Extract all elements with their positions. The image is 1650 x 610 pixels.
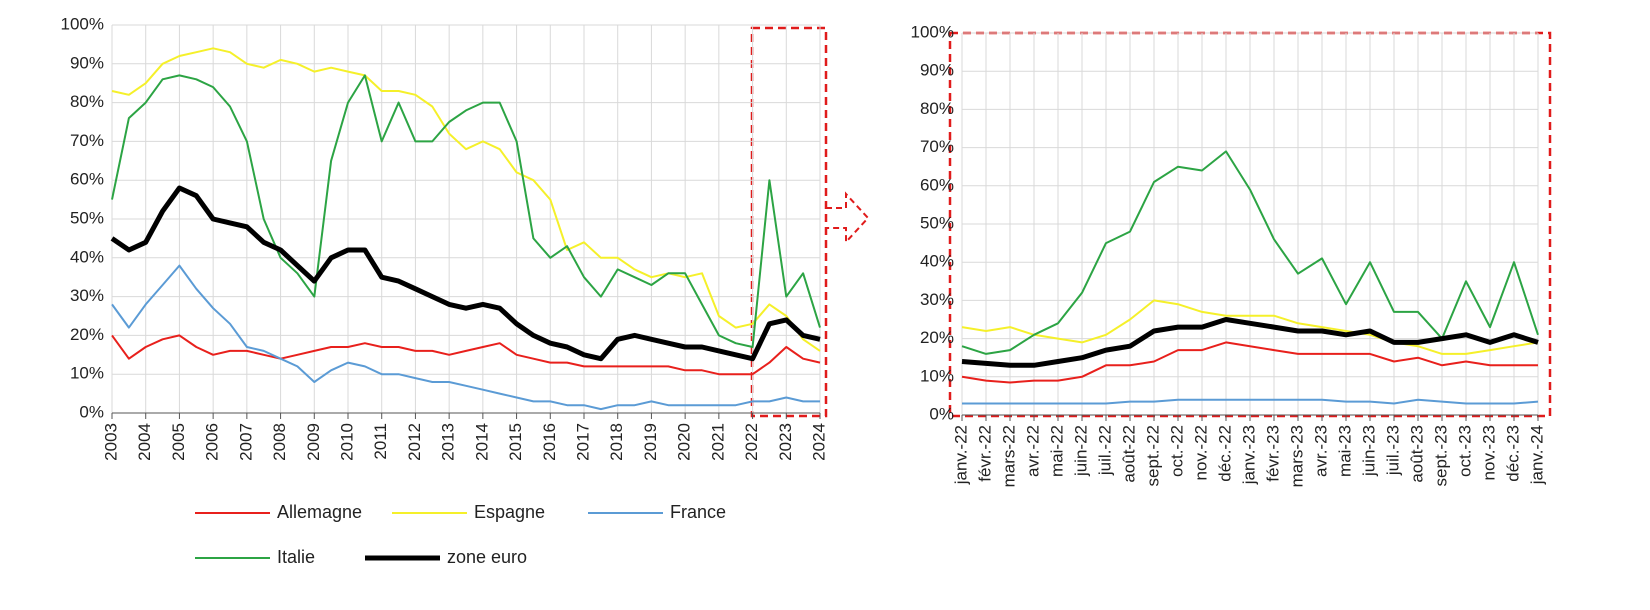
x-tick-label: 2024 (809, 423, 828, 461)
x-tick-label: nov.-22 (1191, 425, 1210, 480)
x-tick-label: nov.-23 (1479, 425, 1498, 480)
x-tick-label: oct.-22 (1167, 425, 1186, 477)
x-tick-label: mars-23 (1287, 425, 1306, 487)
x-tick-label: 2022 (742, 423, 761, 461)
series-line (961, 317, 1539, 368)
y-tick-label: 20% (920, 328, 954, 347)
x-tick-label: oct.-23 (1455, 425, 1474, 477)
y-tick-label: 80% (70, 92, 104, 111)
x-tick-label: 2023 (776, 423, 795, 461)
y-tick-label: 80% (920, 99, 954, 118)
y-tick-label: 0% (79, 402, 104, 421)
x-tick-label: 2020 (675, 423, 694, 461)
y-tick-label: 60% (70, 170, 104, 189)
y-tick-label: 40% (70, 247, 104, 266)
y-tick-label: 30% (70, 286, 104, 305)
x-tick-label: déc.-23 (1503, 425, 1522, 482)
x-tick-label: 2006 (203, 423, 222, 461)
x-tick-label: 2014 (472, 423, 491, 461)
series-line (111, 74, 821, 348)
x-tick-label: juil.-23 (1383, 425, 1402, 476)
y-tick-label: 50% (920, 213, 954, 232)
x-tick-label: mars-22 (999, 425, 1018, 487)
x-tick-label: juin-22 (1071, 425, 1090, 477)
y-tick-label: 70% (920, 137, 954, 156)
legend-label: zone euro (447, 547, 527, 567)
y-tick-label: 40% (920, 252, 954, 271)
x-tick-label: 2007 (236, 423, 255, 461)
legend-label: Espagne (474, 502, 545, 522)
x-tick-label: 2008 (270, 423, 289, 461)
x-tick-label: 2010 (337, 423, 356, 461)
x-tick-label: 2005 (169, 423, 188, 461)
y-tick-label: 10% (70, 364, 104, 383)
x-tick-label: 2021 (708, 423, 727, 461)
x-tick-label: août-23 (1407, 425, 1426, 483)
x-tick-label: 2019 (641, 423, 660, 461)
y-tick-label: 50% (70, 208, 104, 227)
x-tick-label: août-22 (1119, 425, 1138, 483)
x-tick-label: 2016 (540, 423, 559, 461)
x-tick-label: janv.-22 (951, 425, 970, 485)
series-line (110, 185, 821, 362)
x-tick-label: sept.-23 (1431, 425, 1450, 486)
x-tick-label: déc.-22 (1215, 425, 1234, 482)
x-tick-label: 2012 (405, 423, 424, 461)
x-tick-label: 2011 (371, 423, 390, 460)
series-line (961, 341, 1538, 384)
x-tick-label: janv.-23 (1239, 425, 1258, 485)
zoom-arrow (826, 191, 870, 245)
y-tick-label: 70% (70, 131, 104, 150)
y-tick-label: 0% (929, 404, 954, 423)
y-tick-label: 100% (61, 14, 104, 33)
x-tick-label: sept.-22 (1143, 425, 1162, 486)
x-tick-label: avr.-23 (1311, 425, 1330, 477)
x-tick-label: 2018 (607, 423, 626, 461)
x-tick-label: 2004 (135, 423, 154, 461)
x-tick-label: mai-23 (1335, 425, 1354, 477)
y-tick-label: 20% (70, 325, 104, 344)
series-line (961, 299, 1539, 355)
y-tick-label: 90% (70, 53, 104, 72)
x-tick-label: 2017 (573, 423, 592, 461)
series-line (962, 398, 1539, 405)
legend-label: Italie (277, 547, 315, 567)
series-line (111, 47, 821, 352)
x-tick-label: févr.-23 (1263, 425, 1282, 482)
x-tick-label: juil.-22 (1095, 425, 1114, 476)
x-tick-label: 2003 (101, 423, 120, 461)
x-tick-label: 2015 (506, 423, 525, 461)
y-tick-label: 60% (920, 175, 954, 194)
series-line (111, 264, 820, 411)
x-tick-label: janv.-24 (1527, 425, 1546, 485)
legend-label: France (670, 502, 726, 522)
x-tick-label: 2009 (304, 423, 323, 461)
x-tick-label: juin-23 (1359, 425, 1378, 477)
x-tick-label: avr.-22 (1023, 425, 1042, 477)
legend-label: Allemagne (277, 502, 362, 522)
x-tick-label: mai-22 (1047, 425, 1066, 477)
y-tick-label: 30% (920, 290, 954, 309)
x-tick-label: 2013 (439, 423, 458, 461)
y-tick-label: 100% (911, 22, 954, 41)
y-tick-label: 90% (920, 61, 954, 80)
y-tick-label: 10% (920, 366, 954, 385)
x-tick-label: févr.-22 (975, 425, 994, 482)
series-line (111, 334, 821, 376)
zoom-frame (750, 26, 828, 418)
